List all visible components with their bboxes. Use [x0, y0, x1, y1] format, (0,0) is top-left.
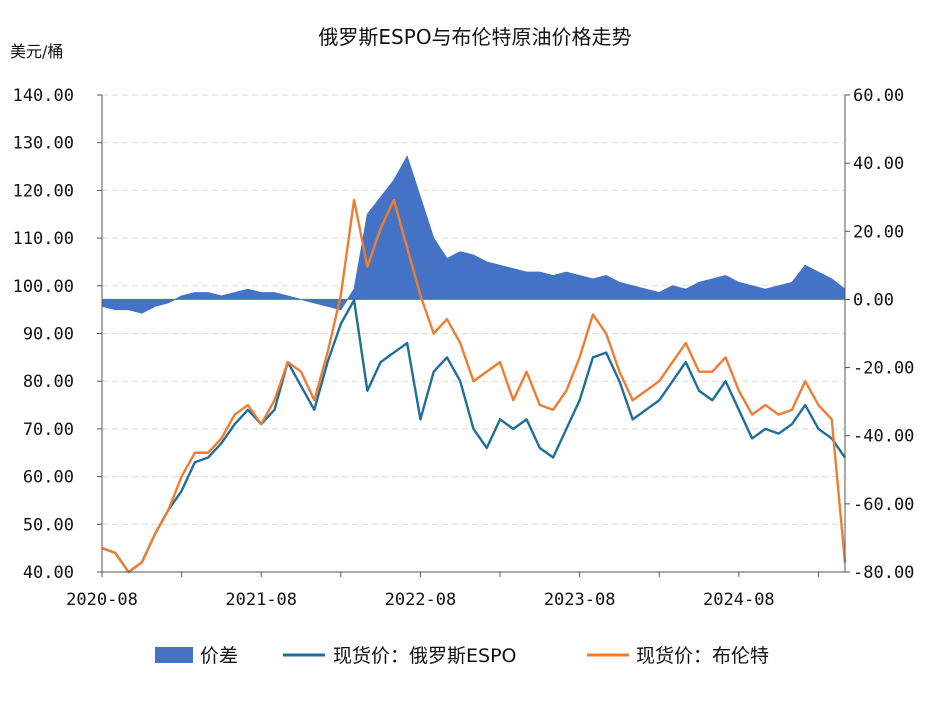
right-tick-label: -20.00 [853, 359, 914, 379]
legend-label: 现货价：俄罗斯ESPO [333, 645, 516, 667]
right-tick-label: -40.00 [853, 427, 914, 447]
x-tick-label: 2021-08 [225, 590, 297, 610]
legend-label: 现货价：布伦特 [636, 645, 769, 667]
left-tick-label: 40.00 [23, 563, 74, 583]
price-line-series [101, 198, 847, 574]
left-tick-label: 140.00 [13, 86, 74, 106]
espo-price-line [101, 298, 846, 574]
left-tick-label: 130.00 [13, 134, 74, 154]
left-tick-label: 80.00 [23, 372, 74, 392]
spread-area-series [101, 155, 846, 314]
right-tick-label: 60.00 [853, 86, 904, 106]
right-tick-label: -80.00 [853, 563, 914, 583]
x-tick-label: 2023-08 [544, 590, 616, 610]
left-tick-label: 70.00 [23, 420, 74, 440]
legend-swatch-spread [155, 647, 193, 663]
right-tick-label: 20.00 [853, 222, 904, 242]
right-tick-label: 40.00 [853, 154, 904, 174]
chart-title: 俄罗斯ESPO与布伦特原油价格走势 [318, 25, 631, 49]
left-axis-ticks: 40.00 50.00 60.00 70.00 80.00 90.00 100.00 110.… [13, 86, 102, 583]
right-axis-ticks: -80.00 -60.00 -40.00 -20.00 0.00 20.00 40.00 60… [845, 86, 914, 583]
legend-label: 价差 [200, 645, 238, 667]
right-tick-label: 0.00 [853, 290, 894, 310]
left-tick-label: 110.00 [13, 229, 74, 249]
gridlines [102, 94, 845, 525]
left-tick-label: 100.00 [13, 277, 74, 297]
left-tick-label: 120.00 [13, 181, 74, 201]
x-tick-label: 2020-08 [66, 590, 138, 610]
x-tick-label: 2024-08 [703, 590, 775, 610]
spread-area [101, 155, 846, 314]
y-axis-unit-label: 美元/桶 [10, 42, 63, 61]
x-tick-label: 2022-08 [385, 590, 457, 610]
left-tick-label: 50.00 [23, 515, 74, 535]
brent-price-line [101, 198, 847, 574]
x-axis-ticks: 2020-08 2021-08 2022-08 2023-08 2024-08 [66, 572, 819, 610]
right-tick-label: -60.00 [853, 495, 914, 515]
left-tick-label: 90.00 [23, 325, 74, 345]
legend: 价差 现货价：俄罗斯ESPO 现货价：布伦特 [155, 645, 769, 667]
left-tick-label: 60.00 [23, 468, 74, 488]
